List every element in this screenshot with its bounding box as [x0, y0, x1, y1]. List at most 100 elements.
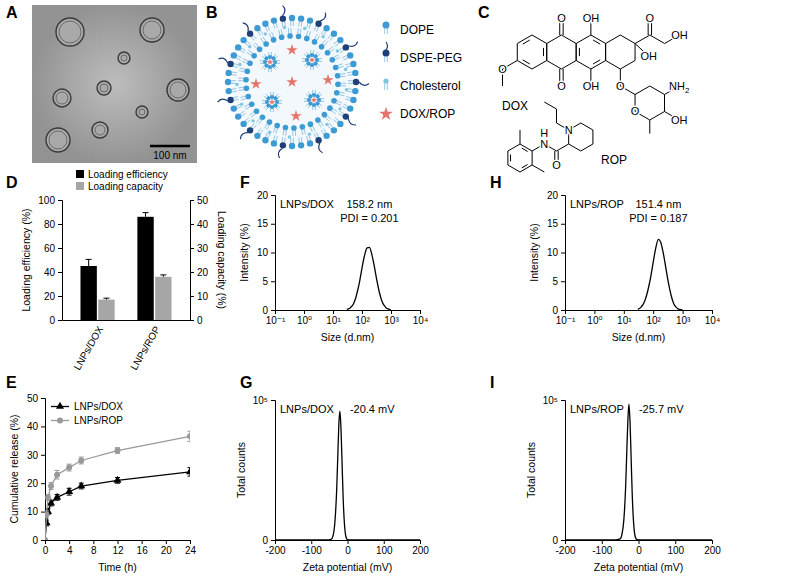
atom-label: NH2: [669, 80, 690, 95]
tick-mark: [190, 224, 194, 225]
marker: [45, 511, 49, 517]
lipid-head: [327, 105, 333, 111]
bond: [576, 44, 577, 61]
lipid-head: [315, 94, 319, 98]
marker: [186, 467, 190, 474]
tick: 16: [137, 540, 149, 556]
legend-marker: [56, 402, 64, 409]
peg-chain: [359, 82, 369, 85]
tick: 20: [44, 291, 62, 302]
x-axis: -200-1000100200: [265, 540, 429, 556]
legend-label: LNPs/ROP: [74, 415, 123, 426]
vesicle: [46, 128, 70, 152]
tick: 4: [67, 540, 73, 556]
tick: 0: [43, 540, 49, 556]
annotation: PDI = 0.187: [629, 212, 687, 224]
vesicle: [136, 106, 148, 118]
molecule-name: ROP: [601, 153, 627, 167]
tick-mark: [190, 540, 191, 544]
lipid-head: [315, 137, 321, 143]
tick-label: 0: [345, 545, 351, 556]
tick-mark: [190, 296, 194, 297]
drug-star: [309, 56, 316, 62]
nanoparticle-schematic: [218, 6, 369, 158]
lipid-head: [240, 37, 246, 43]
y-axis-title: Loading efficiency (%): [20, 208, 32, 311]
tick: 10⁻¹: [266, 310, 286, 326]
tick-mark: [561, 195, 565, 196]
y2-axis-title: Loading capacity (%): [216, 211, 228, 309]
bond: [606, 61, 621, 70]
cholesterol: [288, 135, 291, 138]
tick-label: 10⁵: [543, 395, 558, 406]
tick-label: 200: [704, 545, 721, 556]
lipid-head: [247, 30, 253, 36]
tick-label: 30: [27, 450, 39, 461]
tick-mark: [58, 248, 62, 249]
tick-mark: [271, 224, 275, 225]
tick-mark: [275, 540, 276, 544]
marker: [113, 476, 121, 483]
lipid-head: [289, 15, 295, 21]
tick-label: 0: [636, 545, 642, 556]
y-axis: 05101520: [547, 190, 566, 316]
tick-mark: [190, 248, 194, 249]
legend-label: Loading capacity: [88, 181, 163, 192]
chemical-structures: OOOHOHOOOHOHOONH2OHDOXHNONROP: [498, 12, 690, 172]
bond: [532, 151, 533, 165]
cholesterol: [238, 63, 241, 66]
tick-mark: [333, 310, 334, 314]
tick: 200: [412, 540, 429, 556]
lipid-head: [240, 121, 246, 127]
tick-mark: [271, 400, 275, 401]
peg-chain: [240, 133, 248, 140]
marks: [45, 431, 190, 540]
lipid-head: [315, 21, 321, 27]
lipid-head: [280, 15, 286, 21]
bond: [507, 151, 508, 165]
tick: 0: [552, 535, 565, 546]
chart-panel: 05101520Intensity (%)10⁻¹10⁰10¹10²10³10⁴…: [528, 190, 720, 343]
bond: [547, 61, 562, 70]
lipid-head: [383, 22, 390, 29]
panel-label: D: [6, 174, 18, 191]
chart-panel: 01020304050Cumulative release (%)0481216…: [8, 393, 196, 573]
cholesterol: [321, 35, 324, 38]
tick: 0: [262, 535, 275, 546]
marker: [187, 433, 190, 439]
lipid-head: [227, 97, 233, 103]
legend-label: DOX/ROP: [400, 107, 455, 121]
bond: [635, 86, 650, 95]
marker: [115, 448, 121, 454]
tick-label: 10⁰: [297, 315, 312, 326]
vesicle-inner: [95, 125, 105, 135]
axis-line: [58, 201, 63, 321]
tick-label: 10: [197, 291, 209, 302]
tick: 20: [257, 190, 275, 201]
lipid-head: [262, 21, 268, 27]
tick-label: 10¹: [617, 315, 632, 326]
tick: 10²: [355, 310, 370, 326]
panel-label: A: [6, 4, 18, 21]
tick-label: 15: [547, 218, 559, 229]
legend-label: Loading efficiency: [88, 169, 168, 180]
annotation: PDI = 0.201: [340, 212, 398, 224]
image-background: [32, 5, 197, 163]
tick-label: 10³: [676, 315, 691, 326]
bond: [569, 144, 581, 151]
legend-icon: [386, 42, 388, 50]
tick: 30: [190, 243, 209, 254]
tick-mark: [69, 540, 70, 544]
panel-label: B: [206, 4, 218, 21]
lipid-head: [244, 85, 250, 91]
bond: [592, 130, 593, 144]
tick-mark: [41, 455, 45, 456]
bond: [561, 35, 576, 44]
marks: [80, 213, 171, 320]
bond: [543, 48, 544, 56]
annotation: 151.4 nm: [635, 198, 681, 210]
lipid-head: [350, 97, 356, 103]
tick-label: 0: [49, 315, 55, 326]
tick-mark: [311, 540, 312, 544]
axis-line: [276, 311, 421, 315]
